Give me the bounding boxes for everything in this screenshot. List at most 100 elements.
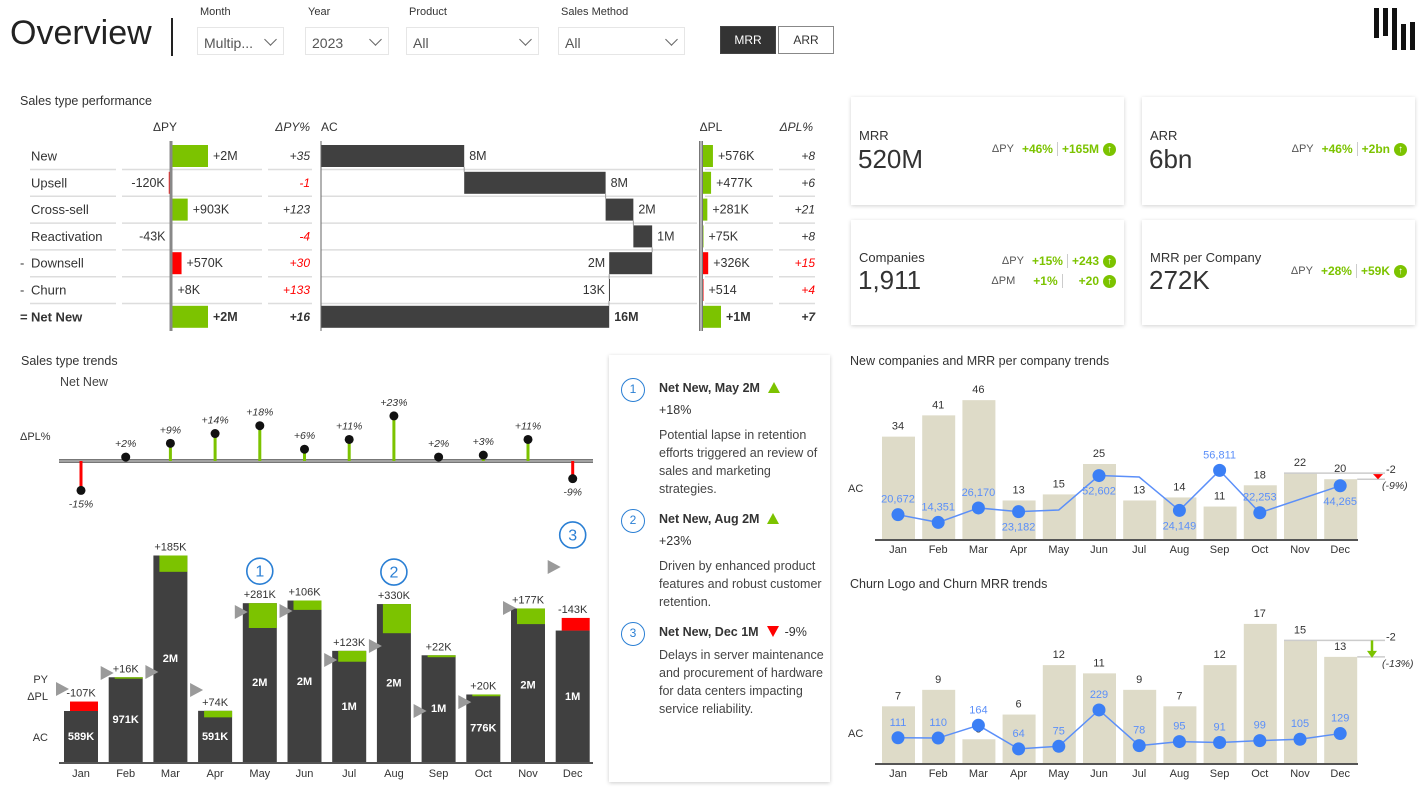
ac-label: 776K	[470, 723, 496, 735]
ac-bar	[321, 145, 465, 167]
ac-bar	[609, 252, 653, 275]
month-label: Jun	[1090, 544, 1108, 556]
lollipop-dot	[210, 429, 220, 439]
month-label: Mar	[969, 544, 988, 556]
dpl-label: +185K	[154, 541, 187, 553]
dpy-pct-value: -1	[299, 176, 310, 190]
py-marker	[503, 601, 516, 616]
bar	[962, 400, 996, 540]
bar-label: 7	[895, 690, 901, 702]
line-label: 23,182	[1002, 522, 1036, 534]
variance-pct: (-13%)	[1382, 658, 1414, 670]
kpi-delta-row: ΔPM +1% +20 ↑	[991, 274, 1116, 288]
comment-title: Net New, May 2M	[659, 381, 780, 395]
product-filter-label: Product	[409, 6, 447, 18]
net-new-subtitle: Net New	[60, 375, 108, 389]
kpi-card-arr[interactable]: ARR 6bn ΔPY +46% +2bn ↑	[1142, 97, 1415, 205]
year-filter-value: 2023	[312, 35, 344, 51]
delta-abs: +59K	[1360, 264, 1390, 278]
trend-line	[897, 708, 1341, 750]
kpi-delta-row: ΔPY +28% +59K ↑	[1291, 264, 1407, 278]
py-row-label: PY	[33, 674, 48, 686]
arrow-up-circle-icon: ↑	[1394, 142, 1407, 156]
delta-label: ΔPM	[991, 275, 1016, 287]
sales-method-filter-dropdown[interactable]: All	[558, 27, 685, 55]
dpy-label: -43K	[139, 229, 166, 243]
month-label: Feb	[929, 768, 948, 780]
ac-label: 8M	[611, 176, 628, 190]
bar-label: 13	[1334, 641, 1346, 653]
month-label: Jul	[342, 768, 356, 780]
kpi-card-mrr[interactable]: MRR 520M ΔPY +46% +165M ↑	[851, 97, 1124, 205]
month-label: Mar	[161, 768, 180, 780]
delta-abs: +2bn	[1361, 142, 1390, 156]
mrr-toggle-button[interactable]: MRR	[720, 26, 776, 54]
month-label: Aug	[1170, 768, 1190, 780]
bar-label: 9	[935, 674, 941, 686]
line-point	[891, 731, 905, 745]
ac-axis-label: AC	[848, 728, 863, 740]
lollipop-dot	[121, 452, 131, 462]
ac-bar	[108, 677, 143, 763]
bar	[1243, 623, 1277, 764]
dpl-label: +1M	[726, 310, 751, 324]
month-label: Feb	[116, 768, 135, 780]
ac-label: 2M	[638, 203, 655, 217]
month-label: Feb	[929, 544, 948, 556]
year-filter-label: Year	[308, 6, 331, 18]
comment-pct: +18%	[659, 403, 692, 417]
bar-label: 12	[1053, 649, 1065, 661]
kpi-card-mrr-per-company[interactable]: MRR per Company 272K ΔPY +28% +59K ↑	[1142, 220, 1415, 325]
product-filter-value: All	[413, 35, 429, 51]
bar-label: 12	[1213, 649, 1225, 661]
delta-pct: +1%	[1033, 274, 1058, 288]
bar	[1002, 500, 1036, 540]
row-label: Cross-sell	[31, 202, 89, 217]
line-label: 229	[1090, 689, 1108, 701]
line-point	[931, 731, 945, 745]
ac-label: 591K	[202, 731, 228, 743]
chevron-down-icon	[264, 33, 277, 46]
bar-label: 41	[932, 399, 944, 411]
line-label: 91	[1213, 722, 1225, 734]
month-label: Jul	[1132, 768, 1146, 780]
line-label: 14,351	[921, 501, 955, 513]
bar	[1203, 506, 1237, 540]
month-label: Nov	[1290, 544, 1310, 556]
bar-label: 15	[1294, 624, 1306, 636]
month-filter-dropdown[interactable]: Multip...	[197, 27, 284, 55]
dpl-bar	[293, 600, 322, 610]
line-point	[1012, 505, 1026, 519]
month-label: Nov	[1290, 768, 1310, 780]
page-title: Overview	[10, 14, 152, 52]
arrow-up-circle-icon: ↑	[1394, 264, 1407, 278]
comment-title-text: Net New, Aug 2M	[659, 512, 760, 526]
dpy-pct-value: +123	[283, 203, 310, 217]
ac-bar	[321, 305, 610, 328]
dpl-pct-value: +8	[801, 149, 815, 163]
arr-toggle-button[interactable]: ARR	[778, 26, 834, 54]
bar-label: 11	[1214, 491, 1225, 503]
bar-label: 6	[1016, 699, 1022, 711]
ac-bar	[605, 198, 634, 221]
line-label: 56,811	[1203, 449, 1236, 461]
kpi-card-companies[interactable]: Companies 1,911 ΔPY +15% +243 ↑ ΔPM +1% +20 ↑	[851, 220, 1124, 325]
row-prefix: -	[20, 283, 24, 298]
dpy-pct-header: ΔPY%	[274, 120, 310, 134]
churn-chart-title: Churn Logo and Churn MRR trends	[850, 577, 1048, 591]
comment-title-text: Net New, Dec 1M	[659, 625, 759, 639]
bar	[882, 436, 915, 540]
chevron-down-icon	[665, 33, 678, 46]
year-filter-dropdown[interactable]: 2023	[305, 27, 389, 55]
bar	[1042, 494, 1076, 540]
ac-label: 2M	[163, 653, 178, 665]
dpl-header: ΔPL	[700, 120, 723, 134]
dpy-label: +8K	[178, 283, 201, 297]
lollipop-label: +3%	[473, 436, 494, 448]
dpy-pct-value: +35	[290, 149, 311, 163]
variance-pct: (-9%)	[1382, 480, 1408, 492]
variance-arrow-down-icon	[1367, 650, 1377, 658]
product-filter-dropdown[interactable]: All	[406, 27, 539, 55]
brand-logo	[1374, 8, 1415, 50]
bar	[882, 706, 915, 764]
